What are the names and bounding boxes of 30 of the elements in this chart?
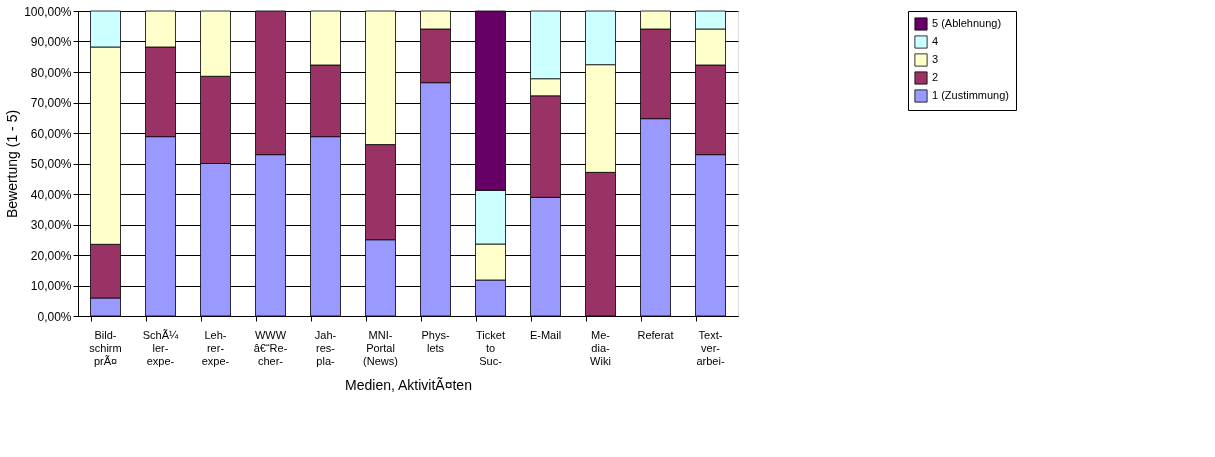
- x-tick-label: MNI- Portal (News): [363, 328, 398, 367]
- x-tick-label: Ticket to Suc-: [476, 328, 505, 367]
- y-tick-label: 50,00%: [30, 157, 72, 171]
- x-tick-label: Referat: [637, 328, 674, 341]
- y-tick-label: 30,00%: [30, 218, 72, 232]
- x-tick-label: WWW â€“Re- cher-: [253, 328, 288, 367]
- x-tick-label: Jah- res- pla-: [314, 328, 337, 367]
- legend-label: 5 (Ablehnung): [932, 17, 1002, 29]
- x-tick-label: Leh- rer- expe-: [201, 328, 230, 367]
- y-tick-label: 10,00%: [30, 279, 72, 293]
- legend-label: 4: [932, 35, 939, 47]
- legend-label: 3: [932, 53, 939, 65]
- y-tick-label: 0,00%: [37, 309, 72, 324]
- x-tick-label: SchÃ¼ ler- expe-: [142, 328, 180, 367]
- x-axis-title: Medien, AktivitÃ¤ten: [345, 376, 472, 393]
- x-tick-label: Phys- lets: [421, 328, 450, 354]
- x-tick-label: Me- dia- Wiki: [590, 328, 611, 367]
- y-tick-label: 60,00%: [30, 126, 72, 141]
- y-tick-label: 80,00%: [30, 65, 72, 80]
- y-tick-label: 20,00%: [30, 248, 72, 263]
- y-tick-label: 40,00%: [30, 187, 72, 202]
- legend-label: 2: [932, 71, 939, 83]
- x-tick-label: Bild- schirm prÃ¤: [89, 328, 122, 367]
- x-tick-label: E-Mail: [529, 328, 562, 341]
- y-tick-label: 100,00%: [24, 4, 72, 19]
- legend-label: 1 (Zustimmung): [932, 89, 1010, 101]
- y-tick-label: 90,00%: [30, 35, 72, 49]
- x-tick-label: Text- ver- arbei-: [696, 328, 725, 367]
- y-axis-title: Bewertung (1 - 5): [4, 109, 21, 219]
- y-tick-label: 70,00%: [30, 96, 72, 110]
